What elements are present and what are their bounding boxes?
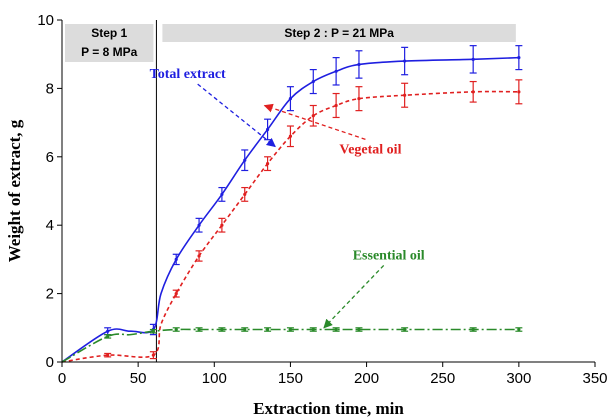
data-point-total-extract	[311, 79, 315, 84]
data-point-essential-oil	[403, 327, 407, 332]
series-group	[61, 45, 523, 363]
data-point-total-extract	[334, 69, 338, 73]
x-axis-label: Extraction time, min	[253, 399, 404, 418]
data-point-total-extract	[106, 329, 110, 333]
y-tick-label: 6	[46, 149, 54, 166]
y-tick-label: 0	[46, 354, 54, 371]
data-point-essential-oil	[357, 327, 361, 332]
data-point-essential-oil	[288, 327, 293, 332]
data-point-vegetal-oil	[334, 103, 338, 108]
data-point-vegetal-oil	[151, 353, 155, 357]
arrow-total-extract	[197, 83, 276, 148]
data-point-vegetal-oil	[174, 292, 178, 296]
series-line-vegetal-oil	[61, 90, 519, 363]
data-point-total-extract	[265, 127, 270, 132]
data-point-essential-oil	[517, 327, 521, 332]
x-tick-label: 50	[130, 370, 147, 387]
data-point-vegetal-oil	[197, 254, 201, 258]
x-tick-label: 300	[506, 370, 531, 387]
data-point-essential-oil	[471, 327, 475, 332]
data-point-essential-oil	[197, 327, 201, 332]
x-tick-label: 100	[202, 370, 227, 387]
step-label-1: Step 1	[91, 26, 127, 40]
data-point-total-extract	[357, 62, 361, 67]
arrow-essential-oil	[323, 264, 385, 329]
step-banners: Step 1 P = 8 MPa Step 2 : P = 21 MPa	[65, 24, 516, 62]
data-point-vegetal-oil	[517, 90, 521, 94]
data-point-vegetal-oil	[403, 93, 407, 97]
y-axis-label: Weight of extract, g	[5, 119, 24, 262]
data-point-vegetal-oil	[357, 97, 361, 101]
data-point-vegetal-oil	[288, 134, 293, 138]
data-point-total-extract	[288, 97, 293, 101]
data-point-total-extract	[174, 257, 178, 261]
data-point-essential-oil	[220, 327, 224, 332]
data-point-total-extract	[220, 192, 224, 197]
data-point-essential-oil	[334, 327, 338, 332]
data-point-vegetal-oil	[265, 162, 270, 166]
data-point-total-extract	[197, 223, 201, 227]
y-tick-label: 8	[46, 80, 54, 97]
data-point-vegetal-oil	[106, 353, 110, 357]
step-banner-1	[65, 24, 154, 62]
annotations: Total extract Vegetal oil Essential oil	[150, 67, 425, 329]
x-tick-label: 350	[582, 370, 607, 387]
data-point-essential-oil	[151, 329, 155, 333]
x-tick-label: 0	[58, 370, 66, 387]
y-tick-label: 4	[46, 217, 54, 234]
step-label-2: Step 2 : P = 21 MPa	[284, 26, 394, 40]
label-essential-oil: Essential oil	[353, 248, 425, 263]
label-total-extract: Total extract	[150, 67, 226, 82]
x-tick-label: 200	[354, 370, 379, 387]
series-line-essential-oil	[61, 328, 519, 363]
data-point-total-extract	[471, 57, 475, 61]
label-vegetal-oil: Vegetal oil	[339, 142, 401, 157]
data-point-vegetal-oil	[311, 114, 315, 118]
data-point-vegetal-oil	[471, 90, 475, 94]
y-tick-label: 10	[37, 12, 54, 29]
data-point-total-extract	[243, 158, 247, 162]
data-point-essential-oil	[174, 327, 178, 332]
data-point-vegetal-oil	[220, 223, 224, 227]
data-point-essential-oil	[311, 327, 315, 332]
x-tick-label: 150	[278, 370, 303, 387]
step-banner-2	[162, 24, 516, 42]
arrow-vegetal-oil	[263, 103, 366, 140]
data-point-total-extract	[403, 59, 407, 63]
data-point-vegetal-oil	[243, 192, 247, 197]
data-point-essential-oil	[265, 327, 270, 332]
step-pressure-1: P = 8 MPa	[81, 45, 137, 59]
data-point-total-extract	[517, 56, 521, 60]
y-tick-label: 2	[46, 286, 54, 303]
axes: 0 50 100 150 200 250 300 350 0 2 4 6 8 10	[37, 12, 607, 387]
x-tick-label: 250	[430, 370, 455, 387]
data-point-essential-oil	[243, 327, 247, 332]
data-point-essential-oil	[106, 334, 110, 338]
